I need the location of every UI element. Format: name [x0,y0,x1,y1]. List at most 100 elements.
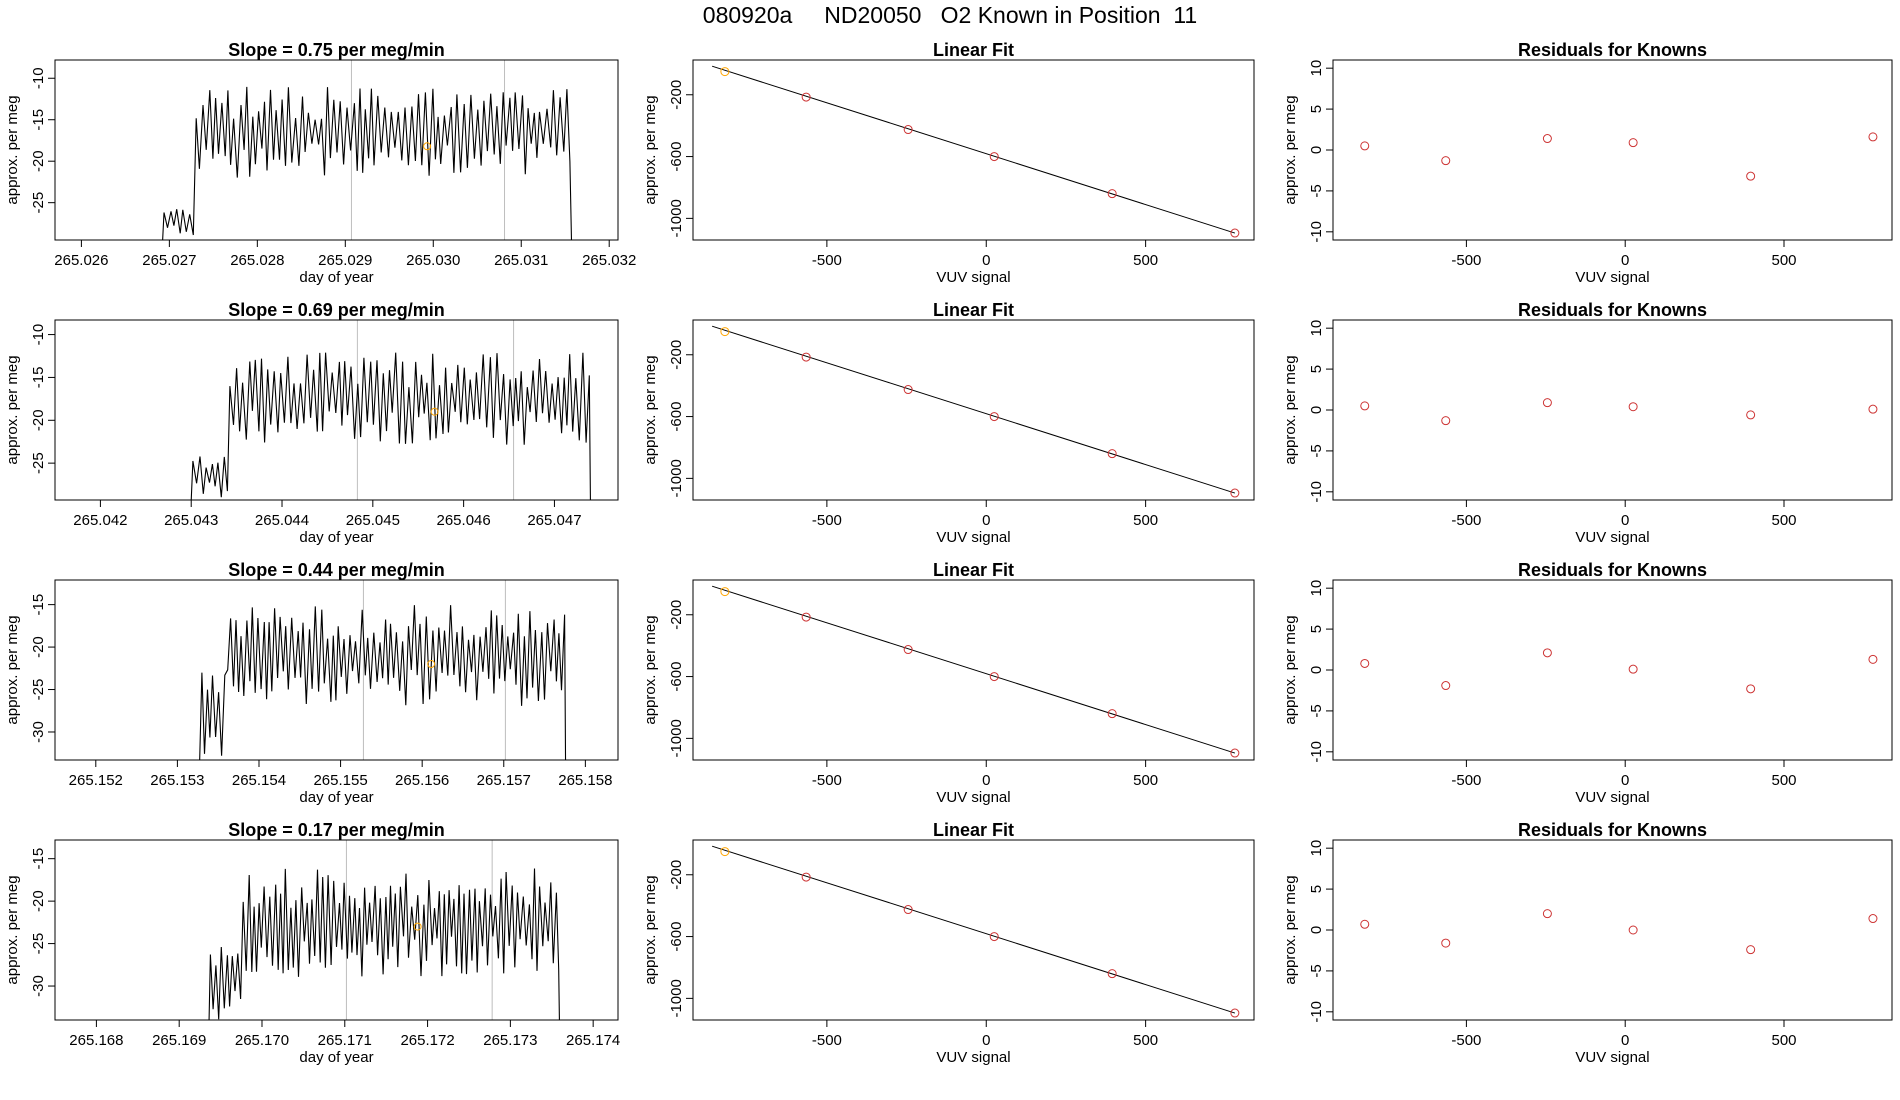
data-point [1230,748,1240,758]
y-tick-label: -600 [668,142,685,172]
data-point [1542,909,1552,919]
data-point [989,412,999,422]
x-tick-label: 500 [1133,1032,1158,1049]
plot-frame [1332,579,1893,761]
y-tick-label: 0 [1308,666,1325,674]
y-axis-label: approx. per meg [642,355,659,464]
y-tick-label: -10 [1308,1001,1325,1023]
data-point [1360,919,1370,929]
y-tick-label: 0 [1308,926,1325,934]
x-tick-label: 265.028 [230,252,284,269]
panel-fit-3: Linear Fit -500 0 500 -200 -600 -1000 VUV signa… [642,560,1255,806]
panel-residuals-1: Residuals for Knowns -500 0 500 10 5 0 -5 -10 VUV… [1282,40,1893,286]
x-tick-label: 265.045 [346,512,400,529]
mid-marker [430,407,439,416]
figure-title: 080920a ND20050 O2 Known in Position 11 [702,2,1198,28]
y-tick-label: -10 [30,324,47,346]
x-tick-label: -500 [1451,1032,1481,1049]
mid-marker [423,142,432,151]
x-tick-label: 0 [982,1032,990,1049]
x-tick-label: 265.043 [164,512,218,529]
x-tick-label: 500 [1771,512,1796,529]
data-point [1868,914,1878,924]
x-tick-label: 500 [1133,512,1158,529]
y-axis-label: approx. per meg [1282,95,1299,204]
y-tick-label: -5 [1308,184,1325,197]
panel-fit-4: Linear Fit -500 0 500 -200 -600 -1000 VUV signa… [642,820,1255,1066]
data-point [1107,969,1117,979]
panel-title: Slope = 0.17 per meg/min [228,820,445,840]
fit-line [711,65,1236,234]
x-tick-label: 265.046 [437,512,491,529]
y-tick-label: 5 [1308,885,1325,893]
data-point [1868,404,1878,414]
x-tick-label: 265.047 [527,512,581,529]
y-axis-label: approx. per meg [4,615,21,724]
y-tick-label: 0 [1308,406,1325,414]
data-trace [199,605,567,760]
panel-title: Slope = 0.75 per meg/min [228,40,445,60]
data-point [989,932,999,942]
x-tick-label: 0 [1621,772,1629,789]
data-point [1868,132,1878,142]
data-point [1746,171,1756,181]
x-tick-label: 265.173 [483,1032,537,1049]
data-point [1107,449,1117,459]
data-point [720,67,730,77]
panel-title: Linear Fit [933,560,1014,580]
data-point [720,847,730,857]
y-tick-label: -1000 [668,199,685,237]
panel-title: Slope = 0.69 per meg/min [228,300,445,320]
x-tick-label: 0 [1621,512,1629,529]
data-point [989,672,999,682]
panel-title: Slope = 0.44 per meg/min [228,560,445,580]
y-tick-label: -600 [668,402,685,432]
y-tick-label: -600 [668,662,685,692]
data-point [989,152,999,162]
panel-timeseries-1: Slope = 0.75 per meg/min 265.026 265.027 26… [4,40,636,286]
data-point [1230,228,1240,238]
x-tick-label: 265.026 [54,252,108,269]
y-axis-label: approx. per meg [1282,615,1299,724]
x-tick-label: 265.154 [232,772,286,789]
y-tick-label: -10 [1308,741,1325,763]
y-tick-label: 5 [1308,105,1325,113]
x-tick-label: 265.153 [150,772,204,789]
y-tick-label: -5 [1308,704,1325,717]
data-point [720,327,730,337]
panel-title: Residuals for Knowns [1518,40,1707,60]
x-tick-label: 265.152 [69,772,123,789]
data-point [801,352,811,362]
data-point [903,125,913,135]
x-tick-label: -500 [812,252,842,269]
data-point [801,92,811,102]
x-tick-label: 500 [1771,1032,1796,1049]
y-tick-label: -200 [668,80,685,110]
y-tick-label: -5 [1308,964,1325,977]
mid-marker [427,660,436,669]
panel-residuals-2: Residuals for Knowns -500 0 500 10 5 0 -5 -10 VUV… [1282,300,1893,546]
panel-title: Linear Fit [933,820,1014,840]
x-tick-label: 265.158 [558,772,612,789]
x-axis-label: VUV signal [1575,1049,1649,1066]
data-point [903,645,913,655]
y-tick-label: -25 [30,679,47,701]
y-tick-label: -1000 [668,459,685,497]
data-point [1107,189,1117,199]
y-tick-label: -30 [30,721,47,743]
x-tick-label: 265.027 [142,252,196,269]
data-point [801,612,811,622]
data-point [1542,134,1552,144]
y-tick-label: -200 [668,340,685,370]
x-axis-label: VUV signal [1575,789,1649,806]
x-tick-label: -500 [812,772,842,789]
data-point [903,905,913,915]
x-tick-label: -500 [812,512,842,529]
x-tick-label: 500 [1133,772,1158,789]
data-point [1360,401,1370,411]
x-tick-label: 265.170 [235,1032,289,1049]
y-tick-label: -1000 [668,979,685,1017]
y-tick-label: -1000 [668,719,685,757]
x-tick-label: 500 [1133,252,1158,269]
